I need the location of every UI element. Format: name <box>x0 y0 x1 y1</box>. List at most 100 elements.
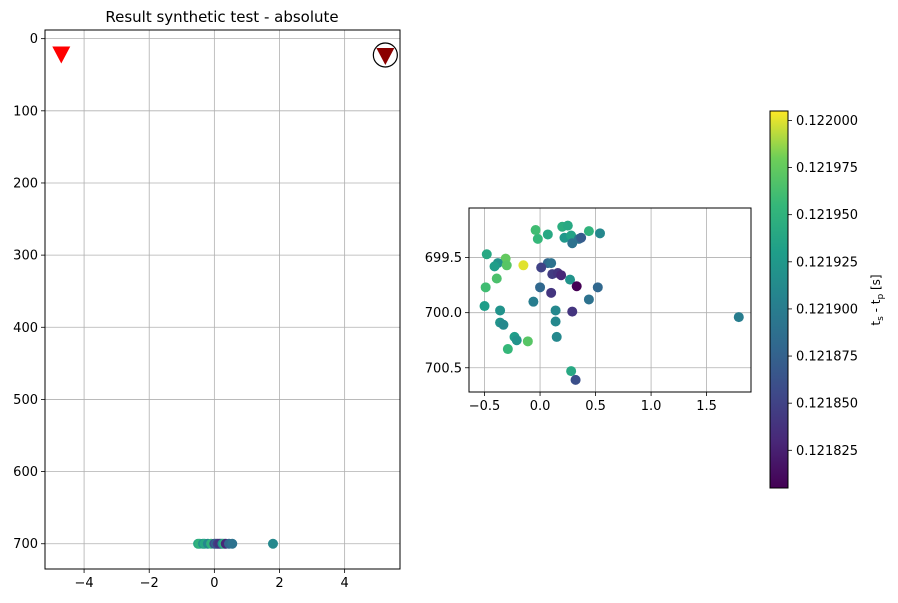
data-point <box>498 319 509 330</box>
data-point <box>481 249 492 260</box>
colorbar-tick-label: 0.121900 <box>796 302 858 317</box>
data-point <box>571 281 582 292</box>
data-point <box>566 230 577 241</box>
x-tick-label: 4 <box>340 576 348 591</box>
y-tick-label: 600 <box>13 465 38 480</box>
data-point <box>227 538 238 549</box>
left-points <box>193 538 278 549</box>
colorbar: 0.121825 0.121850 0.121875 0.121900 0.121925… <box>769 110 886 489</box>
x-tick-label: 0.5 <box>585 399 606 414</box>
right-points <box>479 220 744 385</box>
data-point <box>267 538 278 549</box>
colorbar-tick-label: 0.121925 <box>796 255 858 270</box>
data-point <box>550 305 561 316</box>
y-tick: 400 <box>13 321 45 336</box>
data-point <box>535 282 546 293</box>
colorbar-tick: 0.121925 <box>788 255 858 270</box>
colorbar-tick-label: 0.122000 <box>796 114 858 129</box>
right-plot: −0.5 0.0 0.5 1.0 1.5 699.5 700.0 700.5 <box>425 207 752 414</box>
x-tick: 0 <box>210 569 218 591</box>
left-grid <box>45 30 400 569</box>
right-grid <box>469 208 751 392</box>
data-point <box>511 335 522 346</box>
data-point <box>583 294 594 305</box>
y-tick-label: 700.5 <box>425 361 462 376</box>
x-tick-label: 1.5 <box>696 399 717 414</box>
y-tick: 200 <box>13 176 45 191</box>
x-tick-label: −2 <box>140 576 159 591</box>
colorbar-tick: 0.121900 <box>788 302 858 317</box>
data-point <box>550 316 561 327</box>
x-tick: 4 <box>340 569 349 591</box>
colorbar-label: ts - tp [s] <box>869 274 886 325</box>
data-point <box>522 336 533 347</box>
data-point <box>518 260 529 271</box>
left-x-ticks: −4 −2 0 2 4 <box>74 569 349 591</box>
data-point <box>502 344 513 355</box>
right-axes-frame <box>468 207 752 393</box>
data-point <box>565 274 576 285</box>
data-point <box>733 312 744 323</box>
y-tick: 699.5 <box>425 251 469 266</box>
data-point <box>592 282 603 293</box>
data-point <box>546 258 557 269</box>
colorbar-tick-label: 0.121825 <box>796 444 858 459</box>
data-point <box>479 301 490 312</box>
left-y-ticks: 0 100 200 300 400 500 600 700 <box>13 32 45 552</box>
station-marker <box>372 42 398 68</box>
y-tick: 700.0 <box>425 306 469 321</box>
data-point <box>556 270 567 281</box>
colorbar-tick-label: 0.121850 <box>796 397 858 412</box>
data-point <box>528 296 539 307</box>
colorbar-tick-label: 0.121975 <box>796 161 858 176</box>
data-point <box>532 233 543 244</box>
x-tick: −2 <box>140 569 159 591</box>
colorbar-tick: 0.121825 <box>788 444 858 459</box>
y-tick: 0 <box>30 32 45 47</box>
left-stations <box>52 42 398 68</box>
colorbar-tick-label: 0.121950 <box>796 208 858 223</box>
y-tick-label: 700 <box>13 537 38 552</box>
data-point <box>566 366 577 377</box>
data-point <box>546 287 557 298</box>
x-tick-label: 2 <box>275 576 283 591</box>
x-tick-label: 0 <box>210 576 218 591</box>
y-tick: 100 <box>13 104 45 119</box>
x-tick: −4 <box>74 569 94 591</box>
x-tick: 0.5 <box>585 392 606 414</box>
data-point <box>595 228 606 239</box>
y-tick-label: 0 <box>30 32 38 47</box>
x-tick-label: −4 <box>74 576 93 591</box>
data-point <box>542 229 553 240</box>
y-tick-label: 300 <box>13 249 38 264</box>
right-x-ticks: −0.5 0.0 0.5 1.0 1.5 <box>469 392 717 414</box>
y-tick: 700.5 <box>425 361 469 376</box>
data-point <box>551 331 562 342</box>
data-point <box>567 306 578 317</box>
x-tick: 0.0 <box>530 392 551 414</box>
data-point <box>495 305 506 316</box>
data-point <box>570 374 581 385</box>
right-y-ticks: 699.5 700.0 700.5 <box>425 251 469 376</box>
data-point <box>576 232 587 243</box>
y-tick: 500 <box>13 393 45 408</box>
colorbar-tick: 0.121975 <box>788 161 858 176</box>
y-tick-label: 200 <box>13 176 38 191</box>
data-point <box>583 226 594 237</box>
colorbar-tick: 0.121875 <box>788 350 858 365</box>
y-tick-label: 699.5 <box>425 251 462 266</box>
data-point <box>480 282 491 293</box>
data-point <box>562 220 573 231</box>
x-tick-label: −0.5 <box>469 399 501 414</box>
y-tick-label: 400 <box>13 321 38 336</box>
left-plot-title: Result synthetic test - absolute <box>105 8 338 26</box>
x-tick-label: 0.0 <box>530 399 551 414</box>
colorbar-gradient <box>769 110 789 489</box>
colorbar-tick: 0.121850 <box>788 397 858 412</box>
left-plot: Result synthetic test - absolute −4 −2 0 2 4… <box>13 8 401 591</box>
y-tick-label: 700.0 <box>425 306 462 321</box>
y-tick: 300 <box>13 249 45 264</box>
colorbar-ticks: 0.121825 0.121850 0.121875 0.121900 0.121925… <box>788 114 858 459</box>
left-axes-frame <box>44 29 401 570</box>
